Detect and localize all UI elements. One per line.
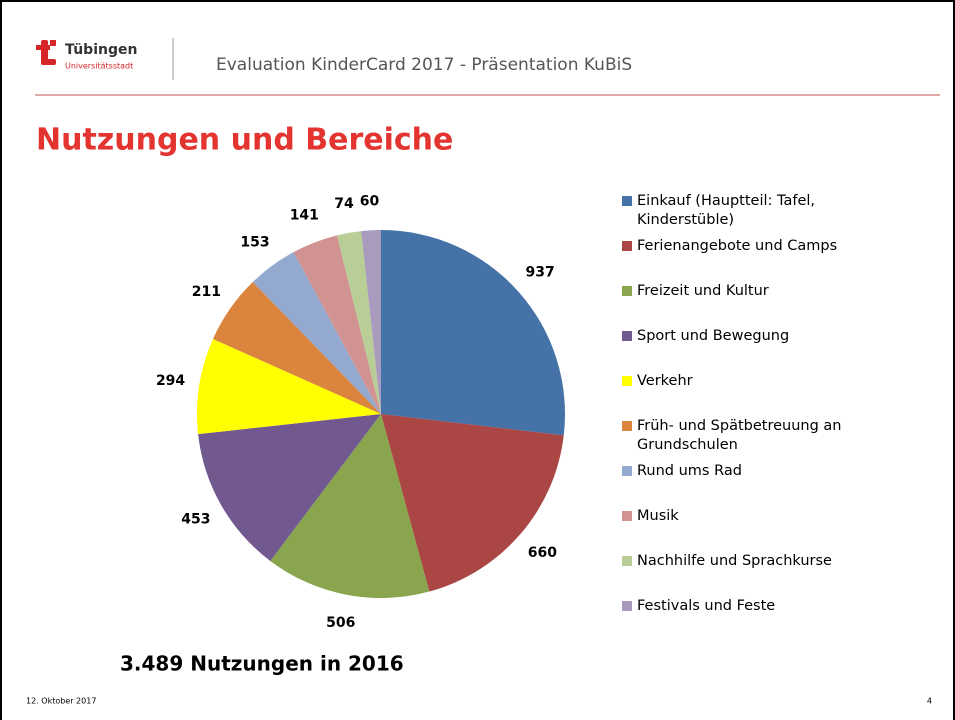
legend-item: Verkehr bbox=[622, 372, 872, 417]
logo-name: Tübingen bbox=[65, 42, 137, 58]
legend-swatch bbox=[622, 331, 632, 341]
legend-item: Freizeit und Kultur bbox=[622, 282, 872, 327]
pie-slice bbox=[270, 414, 430, 598]
legend-label: Nachhilfe und Sprachkurse bbox=[637, 553, 832, 569]
legend-swatch bbox=[622, 286, 632, 296]
pie-slice bbox=[198, 414, 381, 561]
logo-sub: Universitätsstadt bbox=[65, 62, 133, 71]
pie-slice bbox=[212, 282, 381, 414]
legend-item: Sport und Bewegung bbox=[622, 327, 872, 372]
pie-slice bbox=[293, 235, 381, 414]
data-label: 937 bbox=[526, 264, 555, 280]
legend-item: Rund ums Rad bbox=[622, 462, 872, 507]
legend-label: Früh- und Spätbetreuung an Grundschulen bbox=[637, 418, 842, 453]
legend-item: Musik bbox=[622, 507, 872, 552]
heading: Nutzungen und Bereiche bbox=[36, 123, 453, 158]
legend-swatch bbox=[622, 421, 632, 431]
summary: 3.489 Nutzungen in 2016 bbox=[120, 652, 404, 676]
logo-mark bbox=[36, 40, 56, 65]
legend-label: Festivals und Feste bbox=[637, 598, 776, 614]
legend-item: Nachhilfe und Sprachkurse bbox=[622, 552, 872, 597]
header-title: Evaluation KinderCard 2017 - Präsentatio… bbox=[216, 55, 632, 75]
legend-label: Einkauf (Hauptteil: Tafel, Kinderstüble) bbox=[637, 193, 816, 228]
legend-swatch bbox=[622, 556, 632, 566]
legend-label: Sport und Bewegung bbox=[637, 328, 790, 344]
legend-swatch bbox=[622, 376, 632, 386]
legend-label: Musik bbox=[637, 508, 679, 524]
legend-swatch bbox=[622, 601, 632, 611]
legend-label: Verkehr bbox=[637, 373, 693, 389]
legend: Einkauf (Hauptteil: Tafel, Kinderstüble)… bbox=[622, 192, 872, 642]
data-label: 660 bbox=[528, 545, 557, 561]
pie-slice bbox=[381, 414, 564, 592]
pie-slice bbox=[197, 338, 381, 435]
legend-label: Ferienangebote und Camps bbox=[637, 238, 838, 254]
legend-label: Freizeit und Kultur bbox=[637, 283, 769, 299]
page-number: 4 bbox=[927, 697, 932, 706]
legend-label: Rund ums Rad bbox=[637, 463, 742, 479]
legend-swatch bbox=[622, 196, 632, 206]
data-label: 211 bbox=[192, 284, 221, 300]
pie-slice bbox=[337, 231, 381, 414]
data-label: 506 bbox=[326, 615, 355, 631]
data-label: 153 bbox=[240, 234, 269, 250]
legend-swatch bbox=[622, 241, 632, 251]
legend-swatch bbox=[622, 466, 632, 476]
legend-item: Ferienangebote und Camps bbox=[622, 237, 872, 282]
pie-slice bbox=[361, 230, 381, 414]
data-label: 141 bbox=[290, 207, 319, 223]
pie-slice bbox=[381, 230, 565, 436]
pie-slice bbox=[252, 252, 381, 414]
footer-date: 12. Oktober 2017 bbox=[26, 697, 96, 706]
data-label: 60 bbox=[360, 193, 380, 209]
data-label: 294 bbox=[156, 373, 185, 389]
data-label: 74 bbox=[334, 196, 354, 212]
legend-item: Einkauf (Hauptteil: Tafel, Kinderstüble) bbox=[622, 192, 872, 237]
legend-item: Festivals und Feste bbox=[622, 597, 872, 642]
legend-swatch bbox=[622, 511, 632, 521]
data-label: 453 bbox=[181, 511, 210, 527]
legend-item: Früh- und Spätbetreuung an Grundschulen bbox=[622, 417, 872, 462]
